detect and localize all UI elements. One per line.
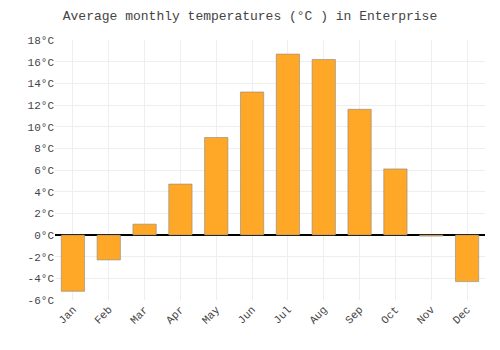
svg-text:Feb: Feb <box>92 304 114 326</box>
svg-text:Apr: Apr <box>164 304 186 326</box>
svg-text:6°C: 6°C <box>34 165 54 177</box>
svg-text:Dec: Dec <box>451 304 473 326</box>
svg-text:Average monthly temperatures (: Average monthly temperatures (°C ) in En… <box>63 9 437 24</box>
svg-text:10°C: 10°C <box>28 122 55 134</box>
svg-text:Mar: Mar <box>128 304 150 326</box>
svg-text:Jan: Jan <box>56 304 78 326</box>
svg-text:8°C: 8°C <box>34 143 54 155</box>
svg-text:-6°C: -6°C <box>28 295 55 307</box>
svg-text:May: May <box>200 304 223 327</box>
svg-text:18°C: 18°C <box>28 35 55 47</box>
svg-text:Jul: Jul <box>271 304 293 326</box>
svg-text:Nov: Nov <box>415 304 438 327</box>
svg-text:4°C: 4°C <box>34 187 54 199</box>
svg-text:16°C: 16°C <box>28 57 55 69</box>
svg-text:-2°C: -2°C <box>28 252 55 264</box>
svg-text:2°C: 2°C <box>34 208 54 220</box>
svg-text:0°C: 0°C <box>34 230 54 242</box>
svg-text:Sep: Sep <box>343 304 365 326</box>
svg-text:14°C: 14°C <box>28 78 55 90</box>
svg-text:Jun: Jun <box>236 304 258 326</box>
svg-text:Aug: Aug <box>307 304 329 326</box>
svg-text:12°C: 12°C <box>28 100 55 112</box>
svg-text:-4°C: -4°C <box>28 273 55 285</box>
svg-text:Oct: Oct <box>379 304 401 326</box>
